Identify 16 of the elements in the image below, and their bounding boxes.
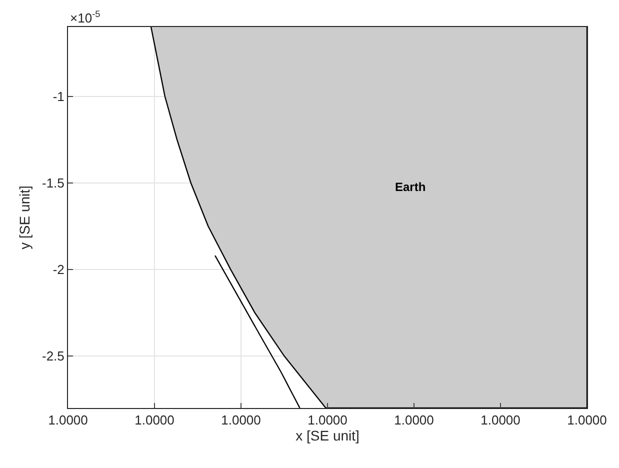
x-tick-label: 1.0000 <box>480 412 520 428</box>
y-tick-label: -1.5 <box>42 175 64 190</box>
x-tick-label: 1.0000 <box>567 412 607 428</box>
x-tick-label: 1.0000 <box>48 412 88 428</box>
x-tick-label: 1.0000 <box>134 412 174 428</box>
line-series <box>214 255 300 408</box>
y-tick-label: -2 <box>52 262 64 277</box>
annotation: Earth <box>395 180 426 194</box>
x-tick-label: 1.0000 <box>394 412 434 428</box>
x-axis-title: x [SE unit] <box>296 428 360 444</box>
x-tick-label: 1.0000 <box>221 412 261 428</box>
text: ×10$^{-5}$ <box>70 9 100 26</box>
y-tick-label: -1 <box>52 88 64 104</box>
x-tick-label: 1.0000 <box>308 412 348 428</box>
y-tick-label: -2.5 <box>42 348 64 364</box>
y-axis-title: y [SE unit] <box>16 186 33 250</box>
